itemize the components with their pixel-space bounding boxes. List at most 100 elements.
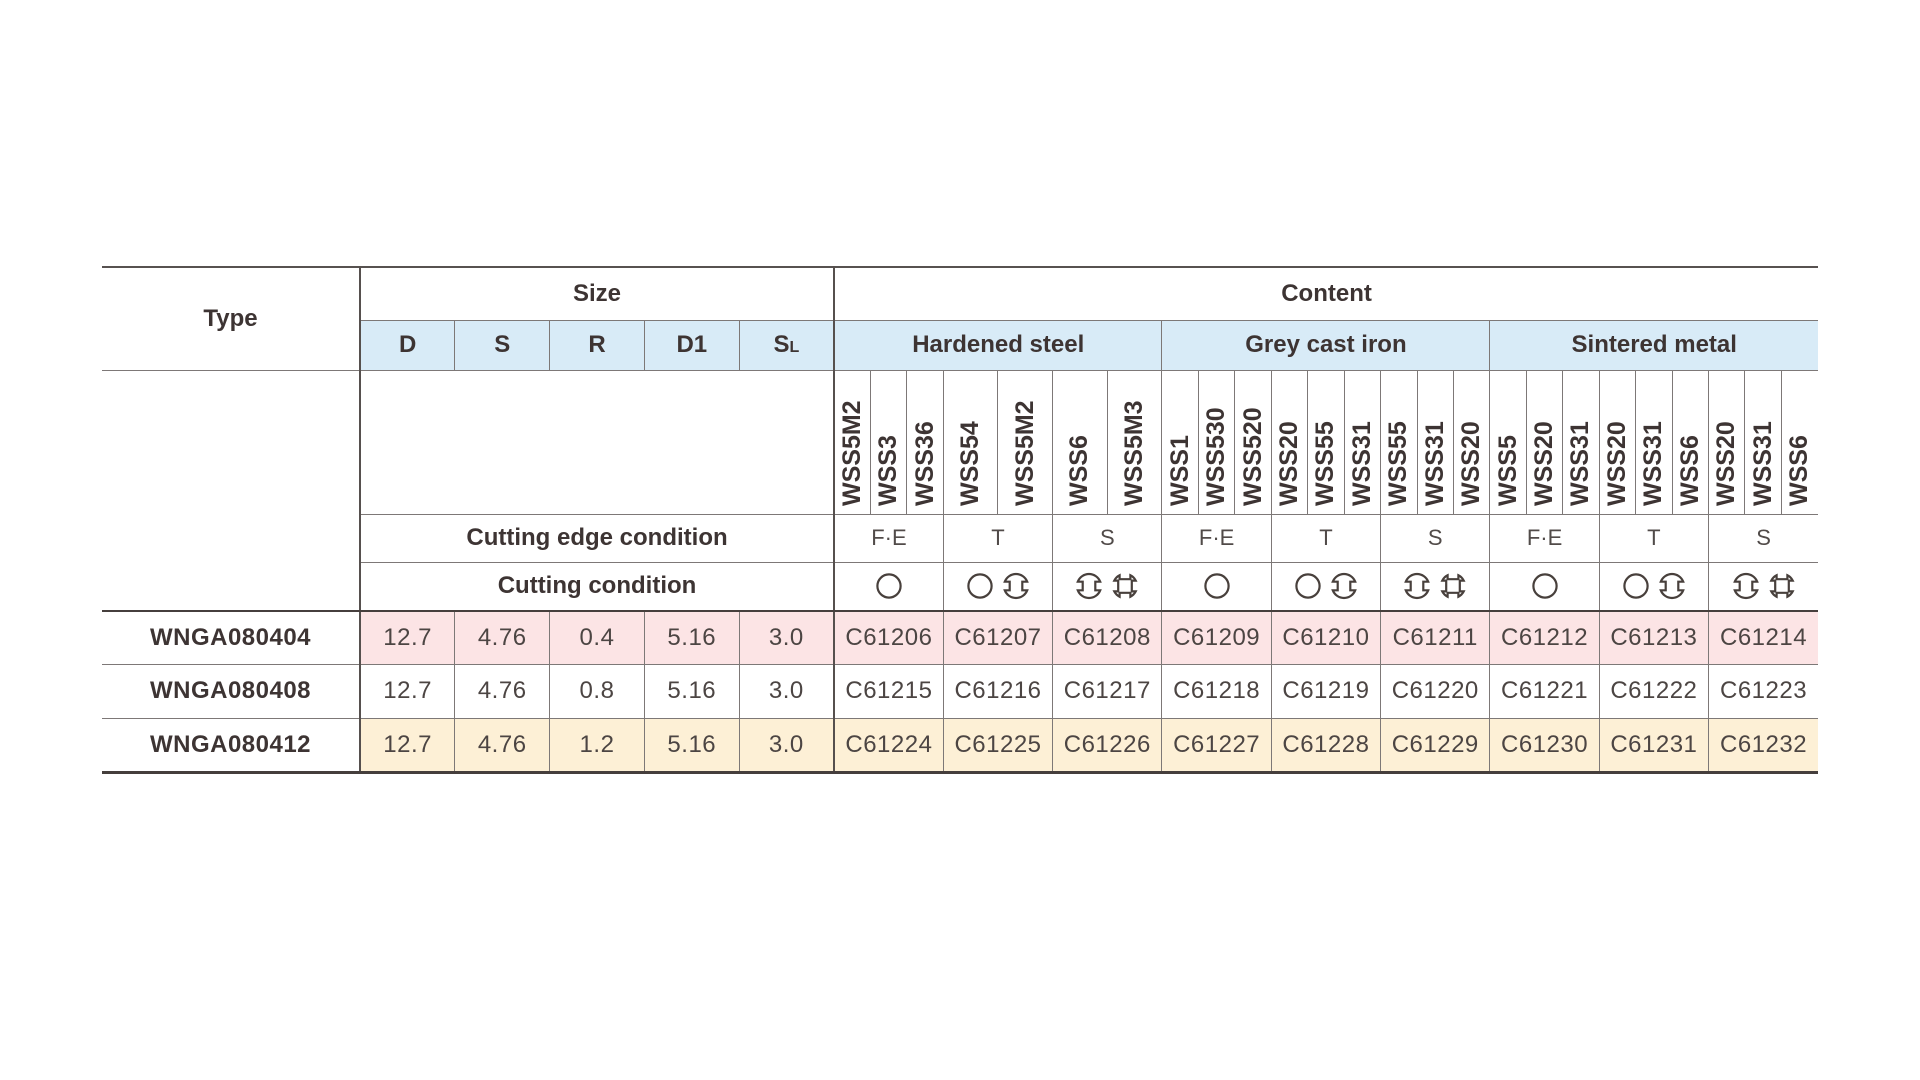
grade-label: WSS31 bbox=[1748, 420, 1777, 506]
order-code: C61219 bbox=[1270, 663, 1382, 719]
order-code: C61232 bbox=[1708, 717, 1819, 774]
grade-label: WSS5M3 bbox=[1120, 399, 1149, 506]
grade-label: WSS6 bbox=[1675, 434, 1704, 506]
continuous-cut-icon bbox=[875, 572, 903, 600]
interrupted-cut-icon bbox=[1330, 572, 1358, 600]
heavily-interrupted-cut-icon bbox=[1439, 572, 1467, 600]
heavily-interrupted-cut-icon bbox=[1111, 572, 1139, 600]
material-sintered-metal: Sintered metal bbox=[1489, 319, 1819, 371]
order-code: C61212 bbox=[1489, 610, 1600, 665]
edge-condition-cell: S bbox=[1052, 513, 1163, 563]
continuous-cut-icon bbox=[1531, 572, 1559, 600]
edge-condition-cell: S bbox=[1708, 513, 1819, 563]
cutting-condition-cell bbox=[833, 561, 944, 612]
grade-label: WSS55 bbox=[1311, 420, 1340, 506]
order-code: C61213 bbox=[1598, 610, 1710, 665]
grade-label: WSS31 bbox=[1420, 420, 1449, 506]
edge-condition-cell: T bbox=[1598, 513, 1710, 563]
grade-cell: WSS31 bbox=[1635, 369, 1673, 515]
size-value: 12.7 bbox=[359, 717, 456, 774]
grade-cell: WSS6 bbox=[1052, 369, 1108, 515]
row-type: WNGA080412 bbox=[102, 717, 361, 774]
cutting-condition-cell bbox=[1052, 561, 1163, 612]
grade-cell: WSS31 bbox=[1416, 369, 1454, 515]
grade-cell: WSS530 bbox=[1197, 369, 1236, 515]
grade-cell: WSS55 bbox=[1307, 369, 1345, 515]
grade-label: WSS530 bbox=[1202, 406, 1231, 506]
grade-cell: WSS55 bbox=[1380, 369, 1418, 515]
size-header: Size bbox=[359, 266, 836, 321]
grade-cell: WSS20 bbox=[1598, 369, 1637, 515]
grade-label: WSS6 bbox=[1785, 434, 1814, 506]
grade-label: WSS3 bbox=[874, 434, 903, 506]
interrupted-cut-icon bbox=[1002, 572, 1030, 600]
cutting-condition-cell bbox=[942, 561, 1054, 612]
order-code: C61216 bbox=[942, 663, 1054, 719]
grade-label: WSS5M2 bbox=[837, 399, 866, 506]
edge-condition-cell: T bbox=[942, 513, 1054, 563]
size-value: 0.8 bbox=[549, 663, 645, 719]
continuous-cut-icon bbox=[1294, 572, 1322, 600]
edge-condition-cell: F·E bbox=[833, 513, 944, 563]
size-value: 4.76 bbox=[454, 610, 551, 665]
material-grey-cast-iron: Grey cast iron bbox=[1161, 319, 1491, 371]
grade-cell: WSS5 bbox=[1489, 369, 1527, 515]
size-value: 5.16 bbox=[643, 610, 740, 665]
size-col-r: R bbox=[549, 319, 645, 371]
order-code: C61225 bbox=[942, 717, 1054, 774]
size-col-d: D bbox=[359, 319, 456, 371]
size-col-s: S bbox=[454, 319, 551, 371]
cutting-condition-cell bbox=[1708, 561, 1819, 612]
grade-cell: WSS54 bbox=[942, 369, 999, 515]
order-code: C61223 bbox=[1708, 663, 1819, 719]
order-code: C61206 bbox=[833, 610, 944, 665]
grade-label: WSS31 bbox=[1347, 420, 1376, 506]
order-code: C61208 bbox=[1052, 610, 1163, 665]
order-code: C61226 bbox=[1052, 717, 1163, 774]
grade-label: WSS20 bbox=[1602, 420, 1631, 506]
size-col-d1: D1 bbox=[643, 319, 740, 371]
size-col-sl: SL bbox=[738, 319, 836, 371]
grade-label: WSS20 bbox=[1457, 420, 1486, 506]
interrupted-cut-icon bbox=[1658, 572, 1686, 600]
grade-label: WSS5 bbox=[1493, 434, 1522, 506]
order-code: C61230 bbox=[1489, 717, 1600, 774]
grade-label: WSS36 bbox=[910, 420, 939, 506]
size-value: 4.76 bbox=[454, 717, 551, 774]
order-code: C61231 bbox=[1598, 717, 1710, 774]
grade-cell: WSS5M2 bbox=[833, 369, 871, 515]
grade-cell: WSS20 bbox=[1525, 369, 1564, 515]
order-code: C61217 bbox=[1052, 663, 1163, 719]
order-code: C61228 bbox=[1270, 717, 1382, 774]
continuous-cut-icon bbox=[966, 572, 994, 600]
grade-cell: WSS20 bbox=[1270, 369, 1309, 515]
cutting-condition-cell bbox=[1270, 561, 1382, 612]
continuous-cut-icon bbox=[1203, 572, 1231, 600]
grade-label: WSS20 bbox=[1712, 420, 1741, 506]
size-value: 12.7 bbox=[359, 663, 456, 719]
cutting-edge-condition-label: Cutting edge condition bbox=[359, 513, 836, 563]
type-column-spacer bbox=[102, 369, 361, 612]
edge-condition-cell: F·E bbox=[1489, 513, 1600, 563]
interrupted-cut-icon bbox=[1403, 572, 1431, 600]
size-value: 12.7 bbox=[359, 610, 456, 665]
cutting-condition-label: Cutting condition bbox=[359, 561, 836, 612]
order-code: C61224 bbox=[833, 717, 944, 774]
order-code: C61221 bbox=[1489, 663, 1600, 719]
grade-cell: WSS20 bbox=[1452, 369, 1491, 515]
grade-cell: WSS31 bbox=[1562, 369, 1600, 515]
interrupted-cut-icon bbox=[1732, 572, 1760, 600]
size-value: 3.0 bbox=[738, 610, 836, 665]
size-value: 1.2 bbox=[549, 717, 645, 774]
grade-label: WSS31 bbox=[1639, 420, 1668, 506]
grade-cell: WSS5M2 bbox=[997, 369, 1054, 515]
material-hardened-steel: Hardened steel bbox=[833, 319, 1163, 371]
type-header: Type bbox=[102, 266, 361, 371]
edge-condition-cell: S bbox=[1380, 513, 1491, 563]
order-code: C61207 bbox=[942, 610, 1054, 665]
order-code: C61227 bbox=[1161, 717, 1272, 774]
edge-condition-cell: F·E bbox=[1161, 513, 1272, 563]
order-code: C61229 bbox=[1380, 717, 1491, 774]
grade-cell: WSS5M3 bbox=[1106, 369, 1163, 515]
